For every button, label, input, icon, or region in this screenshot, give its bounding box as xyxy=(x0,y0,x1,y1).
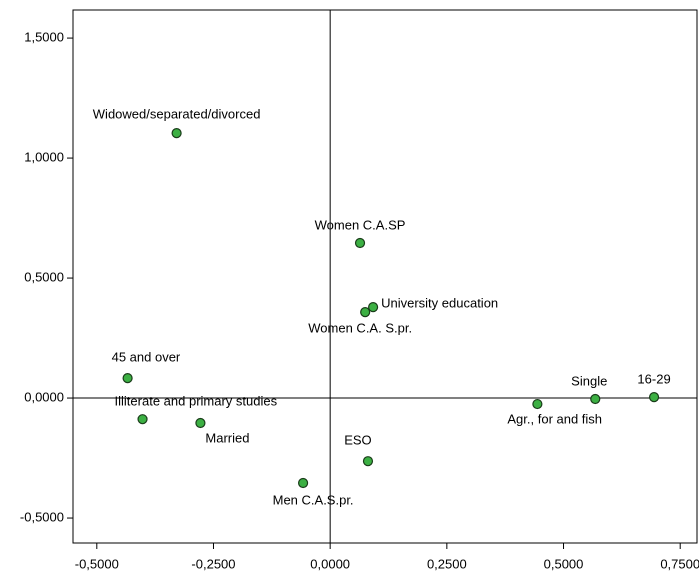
x-tick-label: 0,7500 xyxy=(660,556,699,571)
x-tick-label: -0,5000 xyxy=(75,556,119,571)
point-label: Single xyxy=(571,373,607,388)
x-tick-label: 0,5000 xyxy=(544,556,584,571)
point xyxy=(354,237,366,249)
point xyxy=(137,414,148,425)
point xyxy=(367,301,379,313)
point-label: University education xyxy=(381,296,498,311)
point xyxy=(362,456,374,467)
point xyxy=(360,307,371,318)
x-tick-label: -0,2500 xyxy=(191,556,235,571)
point xyxy=(532,398,543,410)
point-label: Agr., for and fish xyxy=(507,411,602,426)
y-tick-label: 0,5000 xyxy=(24,269,64,284)
y-tick-label: 1,0000 xyxy=(24,150,64,165)
point-label: Illiterate and primary studies xyxy=(115,394,278,409)
point-label: 16-29 xyxy=(637,372,670,387)
point-label: 45 and over xyxy=(112,350,181,365)
y-tick-label: 0,0000 xyxy=(24,389,64,404)
point-label: Married xyxy=(205,430,249,445)
point-label: Widowed/separated/divorced xyxy=(93,107,261,122)
point xyxy=(590,393,601,405)
point xyxy=(297,477,309,489)
x-tick-label: 0,0000 xyxy=(310,556,350,571)
y-tick-label: 1,5000 xyxy=(24,30,64,45)
x-tick-label: 0,2500 xyxy=(427,556,467,571)
point-label: Men C.A.S.pr. xyxy=(273,492,354,507)
point-label: Women C.A.SP xyxy=(315,217,406,232)
point xyxy=(171,128,182,139)
point xyxy=(648,391,660,403)
plot-area xyxy=(72,9,698,544)
point xyxy=(122,373,133,384)
point xyxy=(195,417,206,429)
y-tick-label: -0,5000 xyxy=(20,509,64,524)
point-label: ESO xyxy=(344,433,371,448)
point-label: Women C.A. S.pr. xyxy=(308,321,412,336)
